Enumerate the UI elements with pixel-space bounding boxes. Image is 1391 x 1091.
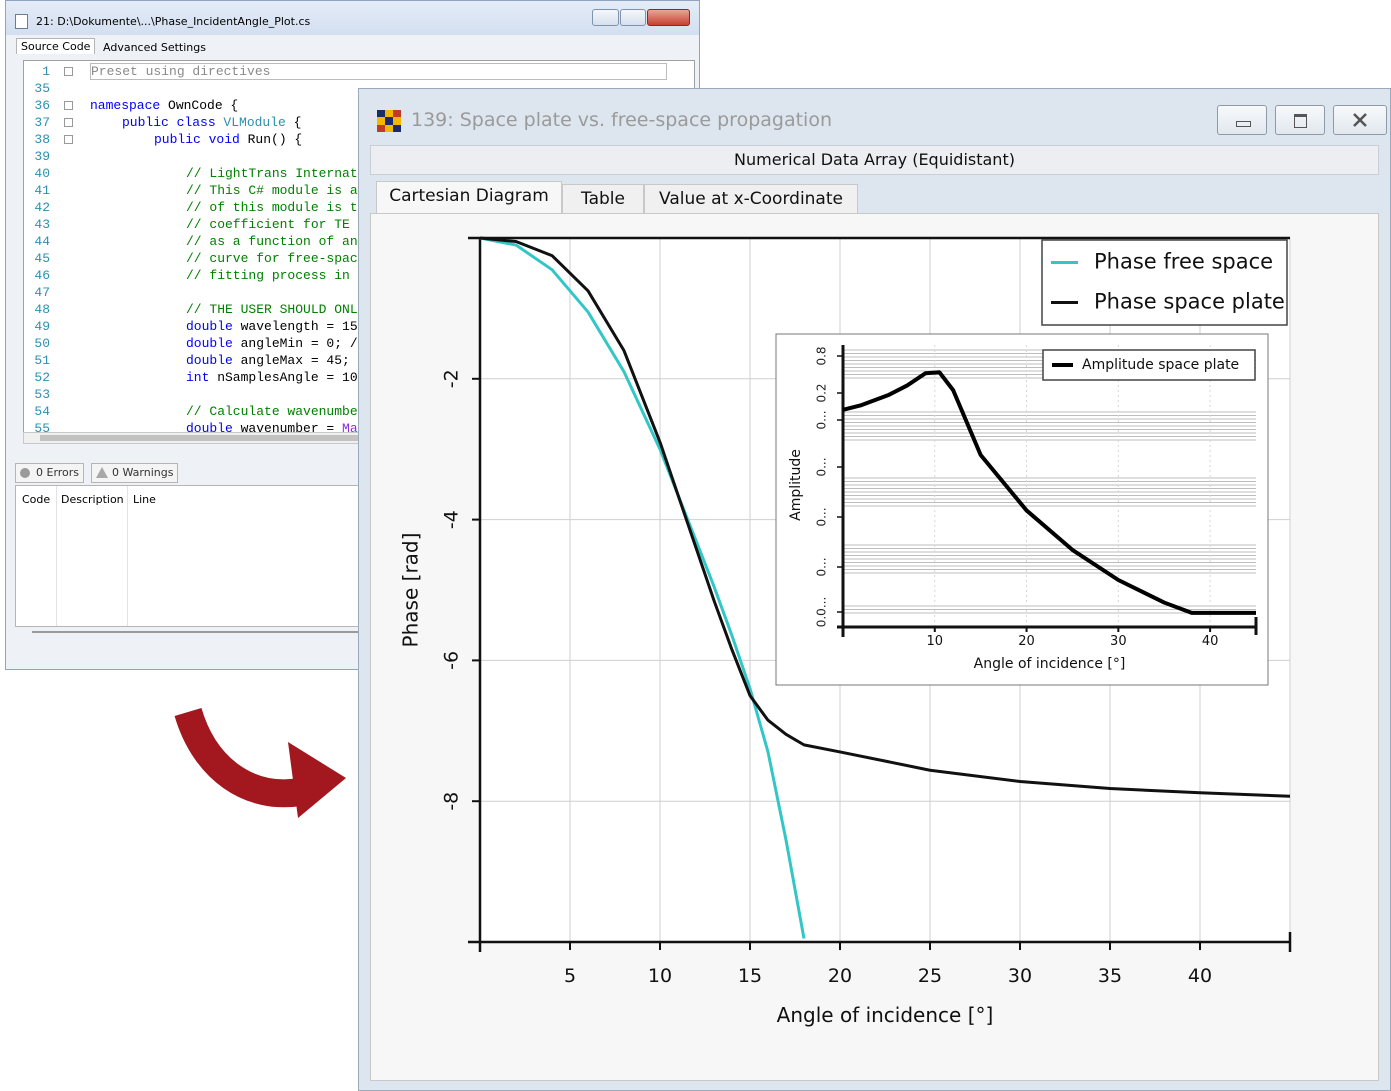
y-tick-label: 0... bbox=[815, 557, 829, 576]
page: 21: D:\Dokumente\...\Phase_IncidentAngle… bbox=[0, 0, 1391, 1091]
inset-chart: 10 20 30 40 0.0... 0... 0... 0... 0... 0.2 0.8 Angl… bbox=[776, 334, 1268, 685]
x-tick-label: 10 bbox=[648, 965, 672, 987]
x-tick-label: 30 bbox=[1110, 634, 1127, 649]
y-tick-label: -6 bbox=[441, 651, 463, 670]
y-tick-label: 0... bbox=[815, 410, 829, 429]
x-tick-label: 15 bbox=[738, 965, 762, 987]
x-tick-label: 5 bbox=[564, 965, 576, 987]
y-tick-label: -8 bbox=[441, 792, 463, 811]
y-tick-label: 0.2 bbox=[815, 383, 829, 402]
x-tick-label: 25 bbox=[918, 965, 942, 987]
legend-label: Phase free space bbox=[1094, 250, 1273, 274]
y-tick-label: 0.0... bbox=[815, 597, 829, 628]
x-tick-label: 10 bbox=[927, 634, 944, 649]
x-axis-label: Angle of incidence [°] bbox=[777, 1003, 994, 1027]
x-tick-label: 20 bbox=[1018, 634, 1035, 649]
x-tick-label: 40 bbox=[1188, 965, 1212, 987]
x-tick-label: 40 bbox=[1202, 634, 1219, 649]
y-tick-label: -2 bbox=[441, 369, 463, 388]
legend-label: Amplitude space plate bbox=[1082, 357, 1239, 373]
x-axis-label: Angle of incidence [°] bbox=[974, 656, 1126, 672]
y-tick-label: -4 bbox=[441, 510, 463, 529]
y-tick-label: 0... bbox=[815, 457, 829, 476]
chart-layer: 5 10 15 20 25 30 35 40 -8 -6 -4 -2 Angle of incidenc… bbox=[0, 0, 1391, 1091]
x-tick-label: 30 bbox=[1008, 965, 1032, 987]
y-tick-label: 0... bbox=[815, 507, 829, 526]
y-axis-label: Amplitude bbox=[788, 449, 804, 521]
inset-frame bbox=[776, 334, 1268, 685]
y-tick-label: 0.8 bbox=[815, 346, 829, 365]
arrow bbox=[188, 712, 346, 818]
x-tick-label: 35 bbox=[1098, 965, 1122, 987]
legend-label: Phase space plate bbox=[1094, 290, 1285, 314]
x-tick-label: 20 bbox=[828, 965, 852, 987]
y-axis-label: Phase [rad] bbox=[399, 533, 423, 648]
